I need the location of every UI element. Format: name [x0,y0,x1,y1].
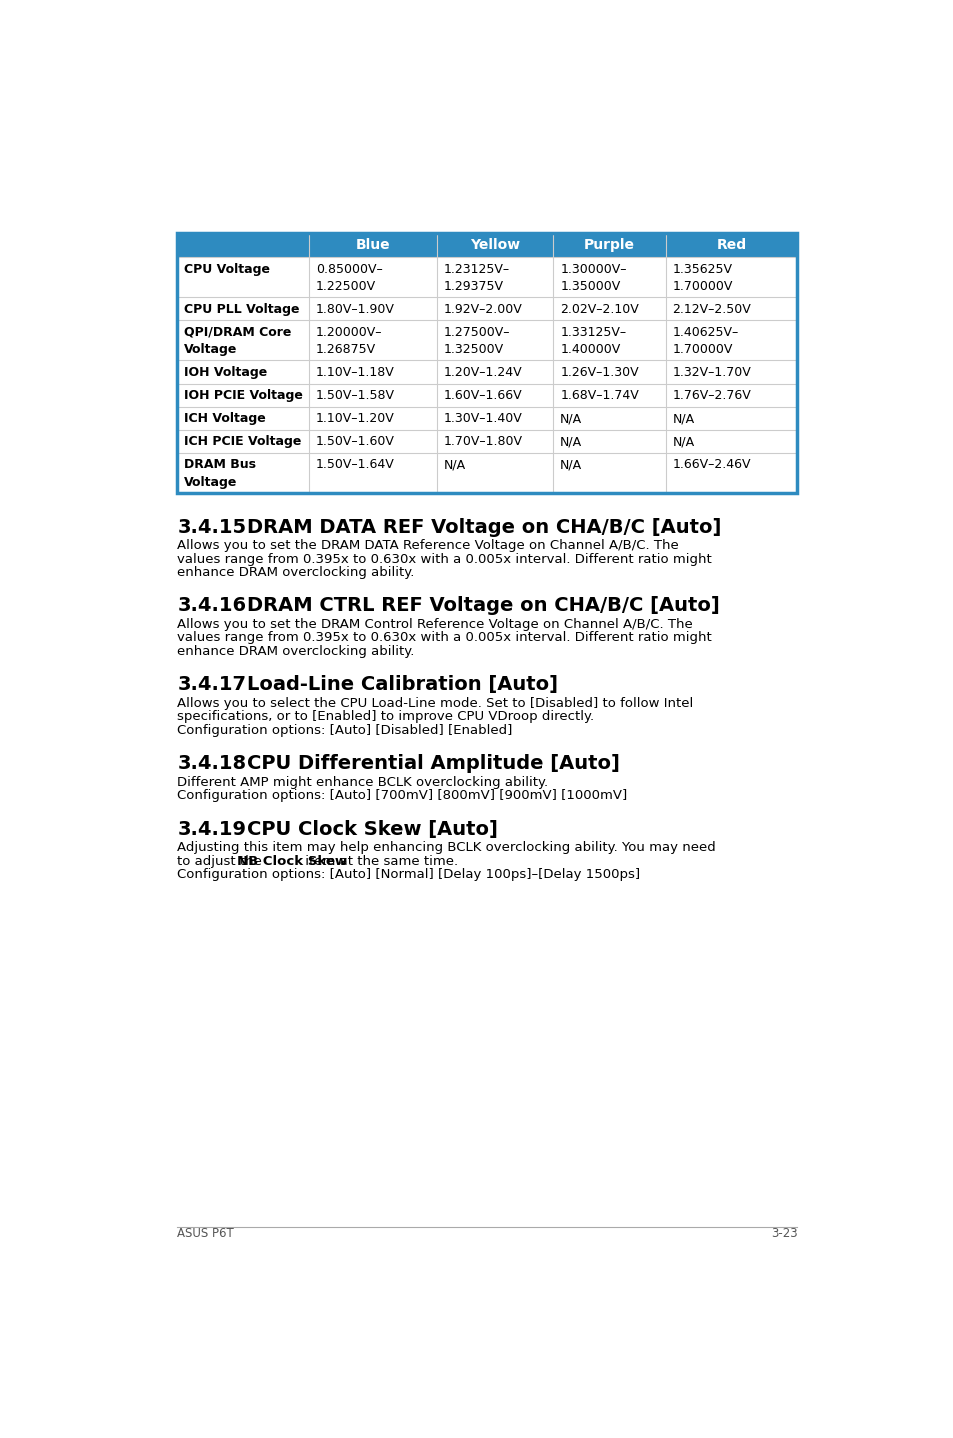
Text: 1.33125V–
1.40000V: 1.33125V– 1.40000V [559,326,626,357]
Text: Blue: Blue [355,237,390,252]
Text: N/A: N/A [559,413,581,426]
Text: DRAM DATA REF Voltage on CHA/B/C [Auto]: DRAM DATA REF Voltage on CHA/B/C [Auto] [247,518,720,536]
Text: to adjust the: to adjust the [177,854,266,867]
Bar [177,407,797,430]
Text: 1.27500V–
1.32500V: 1.27500V– 1.32500V [443,326,510,357]
Text: 1.68V–1.74V: 1.68V–1.74V [559,388,639,403]
Bar [177,453,797,493]
Text: 1.50V–1.58V: 1.50V–1.58V [315,388,395,403]
Text: 1.30000V–
1.35000V: 1.30000V– 1.35000V [559,263,626,293]
Text: 1.60V–1.66V: 1.60V–1.66V [443,388,522,403]
Text: N/A: N/A [443,459,466,472]
Text: 1.30V–1.40V: 1.30V–1.40V [443,413,522,426]
Text: enhance DRAM overclocking ability.: enhance DRAM overclocking ability. [177,646,415,659]
Text: 3.4.18: 3.4.18 [177,755,246,774]
Text: 1.10V–1.20V: 1.10V–1.20V [315,413,395,426]
Text: 2.02V–2.10V: 2.02V–2.10V [559,302,639,316]
Text: Configuration options: [Auto] [Normal] [Delay 100ps]–[Delay 1500ps]: Configuration options: [Auto] [Normal] [… [177,869,639,881]
Text: N/A: N/A [559,436,581,449]
Text: Different AMP might enhance BCLK overclocking ability.: Different AMP might enhance BCLK overclo… [177,777,548,789]
Text: 1.40625V–
1.70000V: 1.40625V– 1.70000V [672,326,738,357]
Text: 3.4.19: 3.4.19 [177,820,246,838]
Text: Allows you to select the CPU Load-Line mode. Set to [Disabled] to follow Intel: Allows you to select the CPU Load-Line m… [177,697,693,710]
Text: Yellow: Yellow [470,237,519,252]
Bar [177,384,797,407]
Text: 3-23: 3-23 [770,1227,797,1240]
Text: Allows you to set the DRAM DATA Reference Voltage on Channel A/B/C. The: Allows you to set the DRAM DATA Referenc… [177,539,679,552]
Text: 1.23125V–
1.29375V: 1.23125V– 1.29375V [443,263,510,293]
Text: Purple: Purple [583,237,635,252]
Bar [177,298,797,321]
Text: CPU Differential Amplitude [Auto]: CPU Differential Amplitude [Auto] [247,755,619,774]
Text: 1.66V–2.46V: 1.66V–2.46V [672,459,750,472]
Text: 1.92V–2.00V: 1.92V–2.00V [443,302,522,316]
Text: NB Clock Skew: NB Clock Skew [236,854,347,867]
Text: 1.70V–1.80V: 1.70V–1.80V [443,436,522,449]
Text: DRAM Bus
Voltage: DRAM Bus Voltage [184,459,256,489]
Text: ICH Voltage: ICH Voltage [184,413,266,426]
Text: Allows you to set the DRAM Control Reference Voltage on Channel A/B/C. The: Allows you to set the DRAM Control Refer… [177,618,693,631]
Bar [177,233,797,257]
Text: Red: Red [716,237,746,252]
Text: values range from 0.395x to 0.630x with a 0.005x interval. Different ratio might: values range from 0.395x to 0.630x with … [177,552,711,565]
Text: 2.12V–2.50V: 2.12V–2.50V [672,302,751,316]
Text: N/A: N/A [672,436,694,449]
Text: CPU Voltage: CPU Voltage [184,263,270,276]
Text: DRAM CTRL REF Voltage on CHA/B/C [Auto]: DRAM CTRL REF Voltage on CHA/B/C [Auto] [247,597,720,615]
Text: 1.50V–1.60V: 1.50V–1.60V [315,436,395,449]
Text: 1.20000V–
1.26875V: 1.20000V– 1.26875V [315,326,382,357]
Text: Configuration options: [Auto] [700mV] [800mV] [900mV] [1000mV]: Configuration options: [Auto] [700mV] [8… [177,789,627,802]
Text: Load-Line Calibration [Auto]: Load-Line Calibration [Auto] [247,676,558,695]
Text: 3.4.15: 3.4.15 [177,518,246,536]
Text: 0.85000V–
1.22500V: 0.85000V– 1.22500V [315,263,382,293]
Text: QPI/DRAM Core
Voltage: QPI/DRAM Core Voltage [184,326,292,357]
Text: 1.76V–2.76V: 1.76V–2.76V [672,388,751,403]
Text: 3.4.16: 3.4.16 [177,597,246,615]
Bar [177,321,797,361]
Text: ASUS P6T: ASUS P6T [177,1227,233,1240]
Text: CPU Clock Skew [Auto]: CPU Clock Skew [Auto] [247,820,497,838]
Text: 1.26V–1.30V: 1.26V–1.30V [559,365,639,378]
Bar [177,361,797,384]
Text: 3.4.17: 3.4.17 [177,676,246,695]
Bar [177,257,797,298]
Text: N/A: N/A [672,413,694,426]
Text: IOH PCIE Voltage: IOH PCIE Voltage [184,388,303,403]
Text: values range from 0.395x to 0.630x with a 0.005x interval. Different ratio might: values range from 0.395x to 0.630x with … [177,631,711,644]
Bar [177,430,797,453]
Text: ICH PCIE Voltage: ICH PCIE Voltage [184,436,301,449]
Text: 1.35625V
1.70000V: 1.35625V 1.70000V [672,263,732,293]
Text: 1.10V–1.18V: 1.10V–1.18V [315,365,395,378]
Bar [177,233,797,493]
Text: N/A: N/A [559,459,581,472]
Text: enhance DRAM overclocking ability.: enhance DRAM overclocking ability. [177,567,415,580]
Text: IOH Voltage: IOH Voltage [184,365,268,378]
Text: Adjusting this item may help enhancing BCLK overclocking ability. You may need: Adjusting this item may help enhancing B… [177,841,716,854]
Text: Configuration options: [Auto] [Disabled] [Enabled]: Configuration options: [Auto] [Disabled]… [177,723,512,736]
Text: item at the same time.: item at the same time. [300,854,457,867]
Text: specifications, or to [Enabled] to improve CPU VDroop directly.: specifications, or to [Enabled] to impro… [177,710,594,723]
Text: 1.80V–1.90V: 1.80V–1.90V [315,302,395,316]
Text: 1.50V–1.64V: 1.50V–1.64V [315,459,395,472]
Text: CPU PLL Voltage: CPU PLL Voltage [184,302,299,316]
Text: 1.32V–1.70V: 1.32V–1.70V [672,365,751,378]
Text: 1.20V–1.24V: 1.20V–1.24V [443,365,522,378]
